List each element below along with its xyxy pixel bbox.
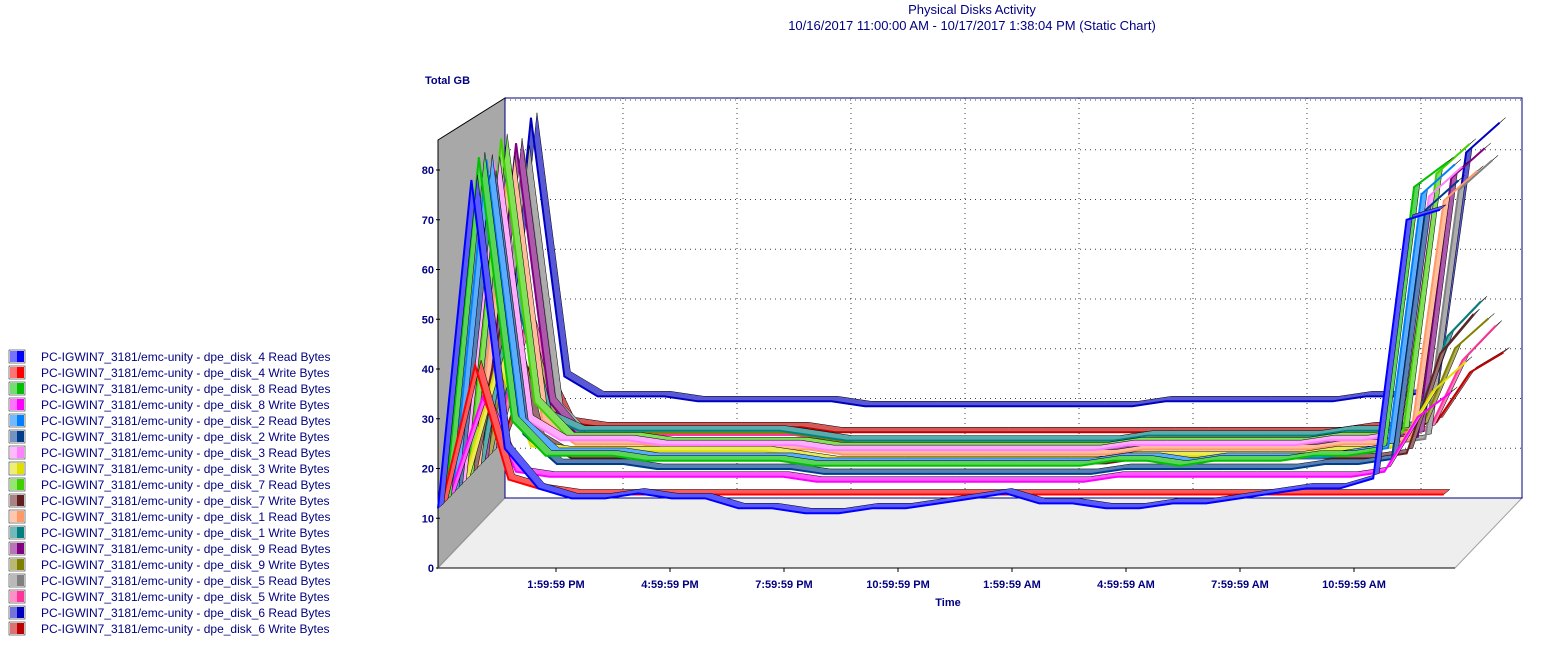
legend-label-5: PC-IGWIN7_3181/emc-unity - dpe_disk_2 Wr… — [41, 430, 330, 444]
series-2 — [444, 152, 1454, 502]
legend-swatch-11 — [8, 525, 26, 540]
series-6 — [459, 156, 1469, 486]
legend-swatch-14 — [8, 573, 26, 588]
legend-swatch-9 — [8, 493, 26, 508]
series-layer — [437, 112, 1510, 515]
legend-swatch-17 — [8, 621, 26, 636]
legend-swatch-0 — [8, 349, 26, 364]
y-tick-label-6: 60 — [422, 265, 434, 277]
y-ticks: 0 10 20 30 40 50 60 70 80 — [422, 165, 440, 575]
legend-swatch-6 — [8, 445, 26, 460]
series-3 — [448, 386, 1458, 498]
y-tick-label-3: 30 — [422, 414, 434, 426]
legend-label-17: PC-IGWIN7_3181/emc-unity - dpe_disk_6 Wr… — [41, 622, 330, 636]
legend-swatch-13 — [8, 557, 26, 572]
legend-label-12: PC-IGWIN7_3181/emc-unity - dpe_disk_9 Re… — [41, 542, 330, 556]
series-line-0 — [437, 179, 1441, 515]
legend: PC-IGWIN7_3181/emc-unity - dpe_disk_4 Re… — [8, 349, 330, 636]
x-tick-label-3: 10:59:59 PM — [866, 579, 930, 591]
legend-swatch-7 — [8, 461, 26, 476]
legend-label-10: PC-IGWIN7_3181/emc-unity - dpe_disk_1 Re… — [41, 510, 330, 524]
legend-swatch-15 — [8, 589, 26, 604]
x-tick-label-0: 1:59:59 PM — [527, 579, 584, 591]
legend-label-16: PC-IGWIN7_3181/emc-unity - dpe_disk_6 Re… — [41, 606, 330, 620]
legend-swatch-3 — [8, 397, 26, 412]
y-tick-label-4: 40 — [422, 364, 434, 376]
legend-label-8: PC-IGWIN7_3181/emc-unity - dpe_disk_7 Re… — [41, 478, 330, 492]
series-line-16 — [496, 117, 1501, 447]
legend-label-1: PC-IGWIN7_3181/emc-unity - dpe_disk_4 Wr… — [41, 366, 330, 380]
legend-swatch-1 — [8, 365, 26, 380]
y-tick-label-2: 20 — [422, 464, 434, 476]
legend-swatch-4 — [8, 413, 26, 428]
y-tick-label-0: 0 — [428, 563, 434, 575]
y-axis-title: Total GB — [425, 75, 470, 87]
legend-swatch-16 — [8, 605, 26, 620]
series-16 — [496, 112, 1506, 447]
legend-label-11: PC-IGWIN7_3181/emc-unity - dpe_disk_1 Wr… — [41, 526, 330, 540]
legend-label-4: PC-IGWIN7_3181/emc-unity - dpe_disk_2 Re… — [41, 414, 330, 428]
y-tick-label-1: 10 — [422, 513, 434, 525]
x-ticks: 1:59:59 PM 4:59:59 PM 7:59:59 PM 10:59:59 P… — [527, 568, 1386, 591]
series-5 — [455, 170, 1465, 490]
x-tick-label-1: 4:59:59 PM — [641, 579, 698, 591]
legend-label-9: PC-IGWIN7_3181/emc-unity - dpe_disk_7 Wr… — [41, 494, 330, 508]
legend-swatch-12 — [8, 541, 26, 556]
legend-swatch-5 — [8, 429, 26, 444]
series-line-5 — [455, 175, 1460, 489]
legend-label-2: PC-IGWIN7_3181/emc-unity - dpe_disk_8 Re… — [41, 382, 330, 396]
chart-title: Physical Disks Activity — [908, 2, 1036, 17]
series-11 — [477, 276, 1488, 467]
legend-swatch-2 — [8, 381, 26, 396]
chart-subtitle: 10/16/2017 11:00:00 AM - 10/17/2017 1:38… — [788, 18, 1156, 33]
series-line-3 — [448, 391, 1452, 497]
series-line-10 — [474, 160, 1478, 470]
x-tick-label-7: 10:59:59 AM — [1322, 579, 1386, 591]
legend-label-14: PC-IGWIN7_3181/emc-unity - dpe_disk_5 Re… — [41, 574, 330, 588]
x-tick-label-4: 1:59:59 AM — [983, 579, 1041, 591]
series-line-11 — [477, 281, 1482, 466]
y-tick-label-7: 70 — [422, 215, 434, 227]
legend-label-13: PC-IGWIN7_3181/emc-unity - dpe_disk_9 Wr… — [41, 558, 330, 572]
series-0 — [437, 174, 1447, 515]
legend-swatch-10 — [8, 509, 26, 524]
legend-swatch-8 — [8, 477, 26, 492]
legend-label-3: PC-IGWIN7_3181/emc-unity - dpe_disk_8 Wr… — [41, 398, 330, 412]
x-axis-title: Time — [935, 597, 960, 609]
series-line-6 — [459, 161, 1463, 486]
legend-label-6: PC-IGWIN7_3181/emc-unity - dpe_disk_3 Re… — [41, 446, 330, 460]
legend-label-15: PC-IGWIN7_3181/emc-unity - dpe_disk_5 Wr… — [41, 590, 330, 604]
x-tick-label-5: 4:59:59 AM — [1097, 579, 1155, 591]
x-tick-label-2: 7:59:59 PM — [755, 579, 812, 591]
legend-label-7: PC-IGWIN7_3181/emc-unity - dpe_disk_3 Wr… — [41, 462, 330, 476]
y-tick-label-5: 50 — [422, 314, 434, 326]
x-tick-label-6: 7:59:59 AM — [1211, 579, 1269, 591]
legend-label-0: PC-IGWIN7_3181/emc-unity - dpe_disk_4 Re… — [41, 350, 330, 364]
floor — [436, 497, 1524, 569]
y-tick-label-8: 80 — [422, 165, 434, 177]
series-line-2 — [444, 157, 1449, 501]
